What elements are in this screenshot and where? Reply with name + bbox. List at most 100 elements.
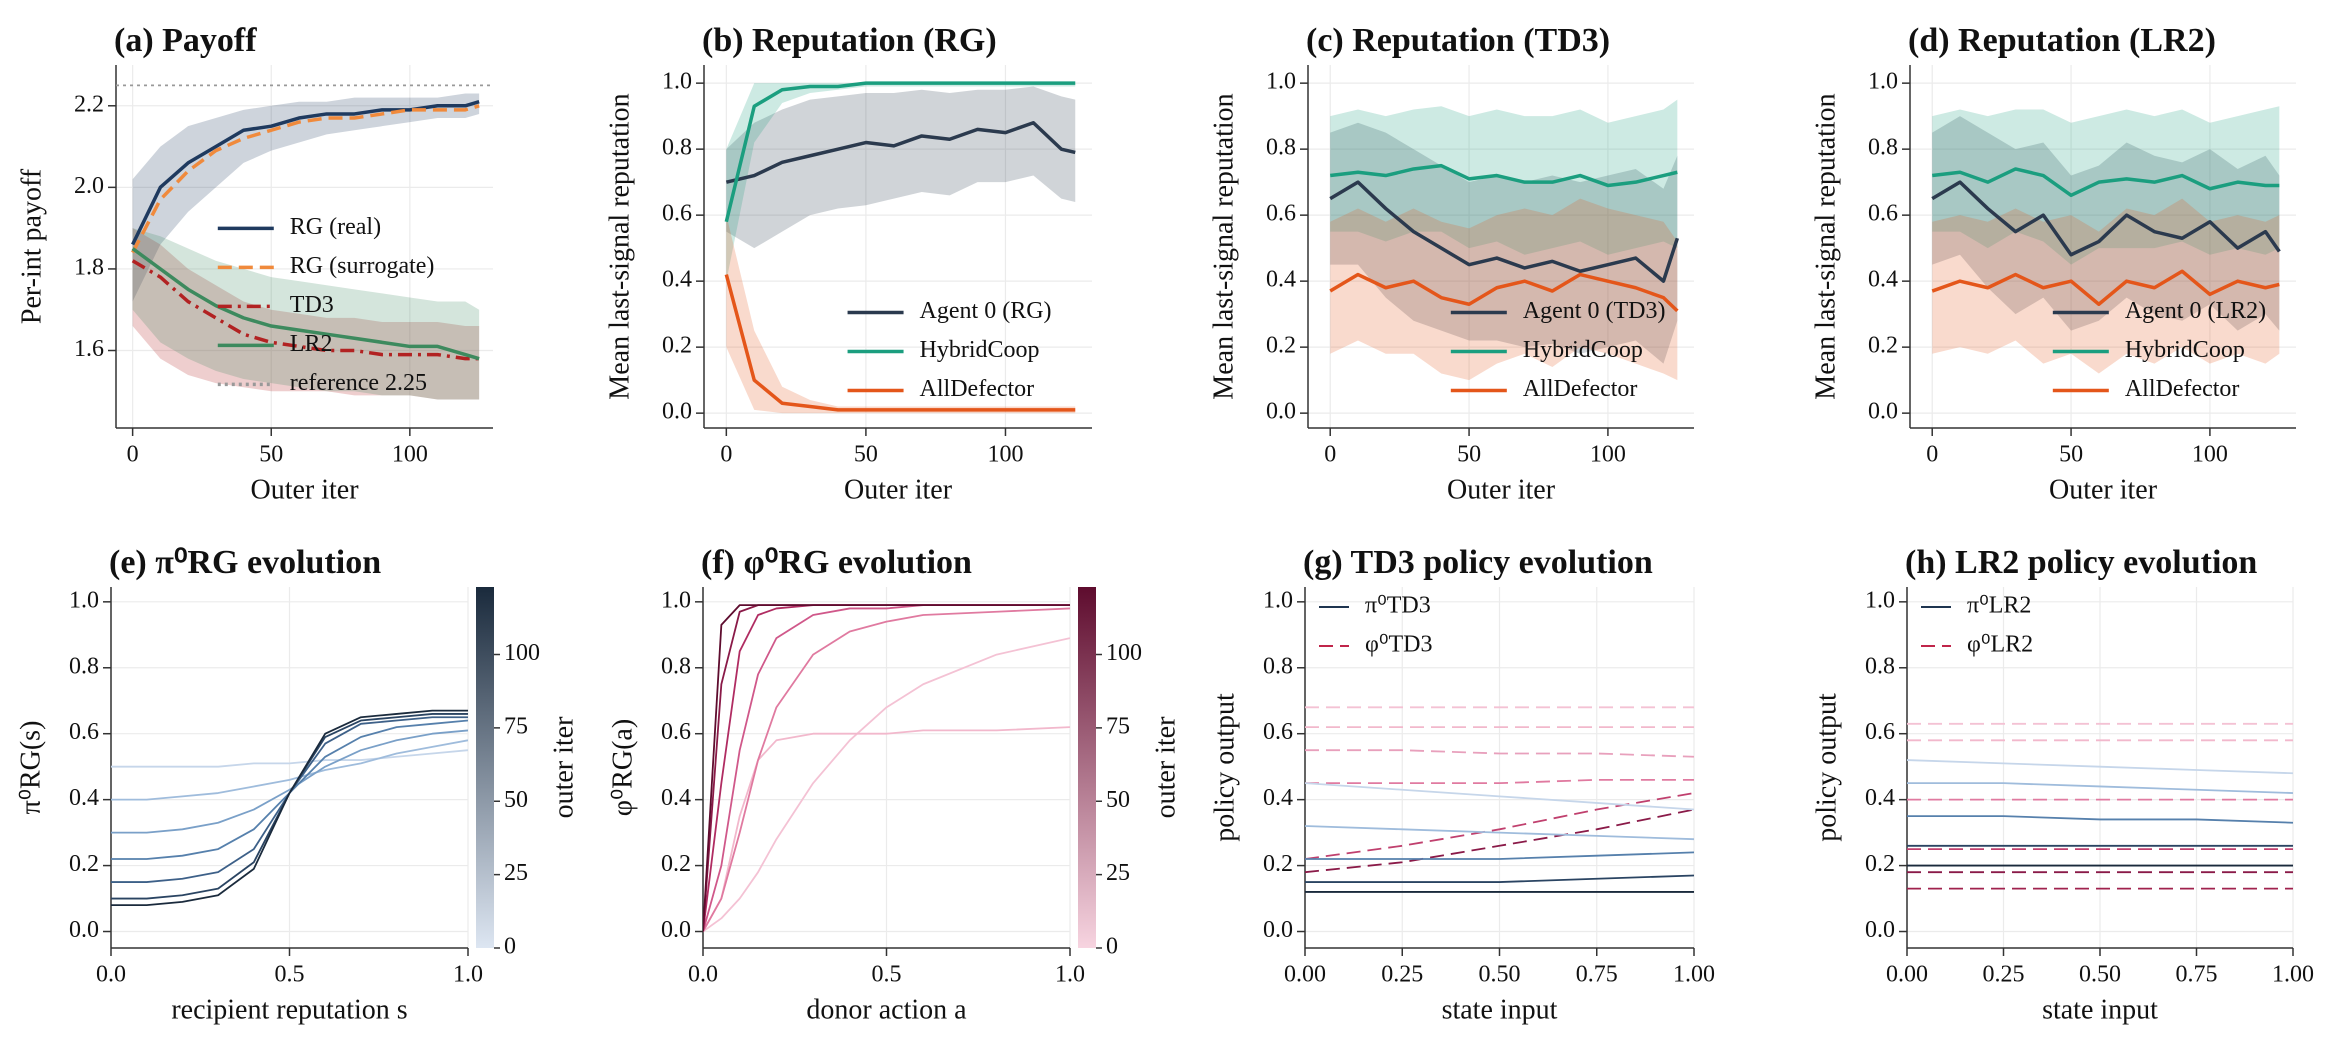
series-line [1305, 808, 1694, 874]
legend-label: HybridCoop [1523, 337, 1643, 363]
panel: (g) TD3 policy evolution 0.00 0.25 0.50 0.75… [1209, 544, 1715, 1026]
plot-area [724, 81, 1076, 414]
legend-label: RG (surrogate) [290, 253, 435, 279]
x-tick-label: 0.50 [1479, 962, 1521, 988]
y-tick-label: 0.8 [69, 653, 99, 679]
band [726, 86, 1076, 249]
y-tick-label: 0.2 [662, 333, 692, 359]
series-line [1931, 269, 2280, 306]
series-line [1931, 180, 2281, 257]
series-line [1305, 782, 1694, 811]
y-tick-label: 0.2 [1266, 333, 1296, 359]
y-axis-label: Mean last-signal reputation [604, 93, 635, 399]
x-axis-label: Outer iter [1447, 474, 1556, 505]
x-tick-label: 0 [1324, 442, 1336, 468]
colorbar-tick-label: 100 [504, 640, 540, 666]
colorbar-tick-label: 75 [504, 713, 528, 739]
x-tick-label: 50 [1457, 442, 1481, 468]
colorbar-tick-label: 50 [1106, 787, 1130, 813]
y-tick-label: 0.8 [1266, 135, 1296, 161]
plot-area [131, 93, 480, 400]
y-tick-label: 0.6 [69, 719, 99, 745]
panel: (e) π⁰RG evolution 0.0 0.5 1.0 0.0 0.2 0.4 0.6 0… [15, 544, 579, 1026]
series-line [1305, 851, 1694, 860]
y-tick-label: 0.4 [1266, 267, 1296, 293]
colorbar-tick-label: 100 [1106, 640, 1142, 666]
panel-title: (c) Reputation (TD3) [1306, 22, 1610, 59]
y-tick-label: 0.0 [1263, 917, 1293, 943]
x-axis-label: state input [1442, 994, 1558, 1025]
series-line [1305, 792, 1694, 860]
y-tick-label: 0.2 [661, 851, 691, 877]
y-tick-label: 1.0 [662, 69, 692, 95]
y-tick-label: 0.4 [1263, 785, 1293, 811]
legend-label: Agent 0 (RG) [920, 298, 1052, 324]
y-tick-label: 0.2 [1865, 851, 1895, 877]
y-axis-label: π⁰RG(s) [15, 721, 46, 815]
panel: (d) Reputation (LR2) 0 50 100 0.0 0.2 0.4 0.6 0.… [1810, 22, 2296, 505]
y-axis-label: policy output [1811, 693, 1842, 842]
legend-label: RG (real) [290, 214, 381, 240]
series-line [724, 274, 1076, 412]
series-line [1305, 825, 1694, 841]
series-line [1305, 874, 1694, 883]
x-tick-label: 100 [987, 442, 1023, 468]
y-tick-label: 0.2 [69, 851, 99, 877]
series-line [1907, 759, 2293, 775]
legend-label: HybridCoop [2125, 337, 2245, 363]
x-tick-label: 0.0 [96, 962, 126, 988]
series-line [703, 637, 1070, 933]
legend-label: HybridCoop [920, 337, 1040, 363]
y-tick-label: 0.0 [1868, 399, 1898, 425]
y-tick-label: 0.8 [1263, 653, 1293, 679]
series-line [703, 604, 1070, 932]
colorbar-tick-label: 75 [1106, 713, 1130, 739]
series-line [1305, 778, 1694, 785]
legend-label: Agent 0 (TD3) [1523, 298, 1666, 324]
series-line [111, 749, 468, 768]
y-tick-label: 2.0 [74, 173, 104, 199]
colorbar-tick-label: 0 [504, 934, 516, 960]
band [132, 228, 480, 400]
series-line [131, 100, 480, 246]
legend-label: AllDefector [2125, 376, 2240, 402]
y-tick-label: 0.4 [661, 785, 691, 811]
y-tick-label: 1.0 [1263, 587, 1293, 613]
colorbar [476, 587, 494, 948]
panel-title: (b) Reputation (RG) [702, 22, 997, 59]
legend-label: reference 2.25 [290, 370, 427, 396]
x-axis-label: Outer iter [844, 474, 953, 505]
series-line [703, 607, 1070, 932]
x-axis-label: Outer iter [2049, 474, 2158, 505]
y-axis-label: policy output [1209, 693, 1240, 842]
x-tick-label: 0.0 [688, 962, 718, 988]
panel-title: (a) Payoff [114, 22, 257, 59]
x-tick-label: 0.75 [2176, 962, 2218, 988]
y-axis-label: Mean last-signal reputation [1810, 93, 1841, 399]
y-tick-label: 0.8 [1865, 653, 1895, 679]
x-tick-label: 0.50 [2079, 962, 2121, 988]
legend-label: TD3 [290, 292, 334, 318]
plot-area [703, 604, 1070, 933]
band [132, 228, 480, 400]
y-tick-label: 2.2 [74, 91, 104, 117]
x-tick-label: 0 [1926, 442, 1938, 468]
legend-label: φ⁰LR2 [1967, 632, 2033, 658]
x-tick-label: 50 [259, 442, 283, 468]
y-tick-label: 0.0 [1266, 399, 1296, 425]
y-tick-label: 0.0 [69, 917, 99, 943]
y-tick-label: 0.6 [662, 201, 692, 227]
y-tick-label: 0.6 [661, 719, 691, 745]
plot-area [1329, 99, 1680, 381]
x-tick-label: 0 [127, 442, 139, 468]
y-axis-label: φ⁰RG(a) [607, 719, 638, 816]
y-tick-label: 1.0 [661, 587, 691, 613]
x-axis-label: recipient reputation s [171, 994, 407, 1025]
y-tick-label: 0.4 [662, 267, 692, 293]
y-tick-label: 0.4 [69, 785, 99, 811]
series-line [1907, 782, 2293, 794]
x-axis-label: Outer iter [250, 474, 359, 505]
y-axis-label: Per-int payoff [16, 168, 47, 324]
panel: (f) φ⁰RG evolution 0.0 0.5 1.0 0.0 0.2 0.4 0.6 0… [607, 544, 1181, 1026]
